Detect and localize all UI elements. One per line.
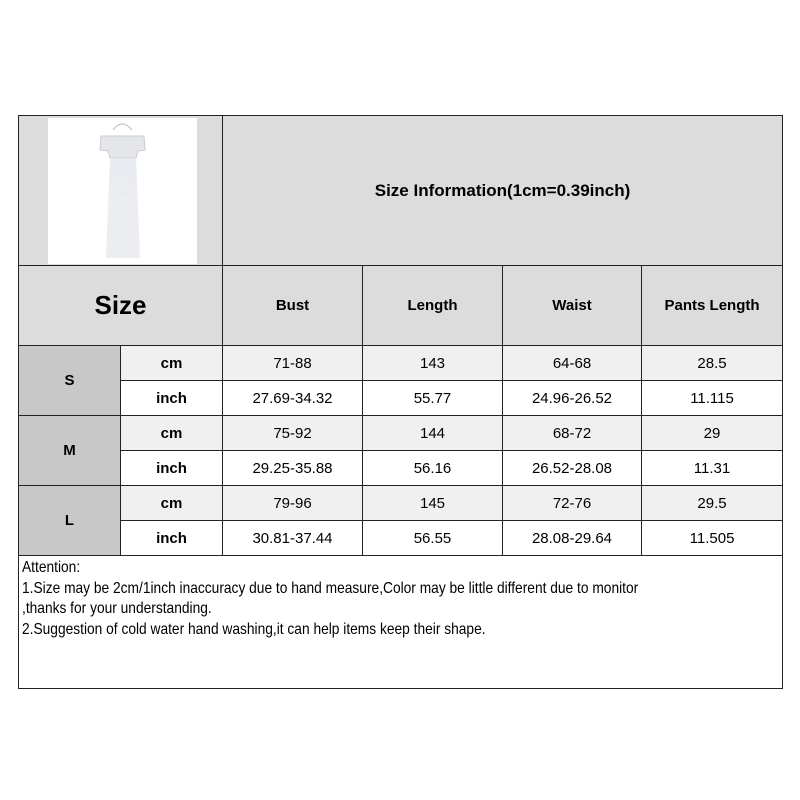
measurement-cell: 64-68	[502, 345, 642, 381]
measurement-cell: 24.96-26.52	[502, 380, 642, 416]
size-chart-table: Size Information(1cm=0.39inch) Size Bust…	[17, 115, 784, 689]
measurement-cell: 79-96	[222, 485, 363, 521]
measurement-cell: 55.77	[362, 380, 503, 416]
table-row: inch 27.69-34.32 55.77 24.96-26.52 11.115	[19, 380, 784, 416]
measurement-cell: 56.16	[362, 450, 503, 486]
chart-title: Size Information(1cm=0.39inch)	[221, 115, 784, 266]
unit-label: inch	[120, 450, 223, 486]
column-header-length: Length	[362, 265, 503, 346]
unit-label: cm	[120, 415, 223, 451]
measurement-cell: 11.115	[640, 380, 784, 416]
measurement-cell: 28.5	[640, 345, 784, 381]
measurement-cell: 144	[362, 415, 503, 451]
column-header-waist: Waist	[502, 265, 642, 346]
unit-label: inch	[120, 380, 223, 416]
size-header: Size	[18, 265, 223, 346]
attention-title: Attention:	[22, 559, 81, 576]
column-header-bust: Bust	[222, 265, 363, 346]
measurement-cell: 29	[640, 415, 784, 451]
measurement-cell: 28.08-29.64	[502, 520, 642, 556]
measurement-cell: 11.31	[640, 450, 784, 486]
dress-icon	[99, 123, 146, 258]
size-label: S	[18, 345, 121, 416]
product-image-cell	[18, 115, 223, 266]
measurement-cell: 75-92	[222, 415, 363, 451]
measurement-cell: 27.69-34.32	[222, 380, 363, 416]
attention-line: 1.Size may be 2cm/1inch inaccuracy due t…	[22, 579, 639, 597]
unit-label: inch	[120, 520, 223, 556]
unit-label: cm	[120, 485, 223, 521]
measurement-cell: 71-88	[222, 345, 363, 381]
attention-line: ,thanks for your understanding.	[22, 600, 212, 617]
table-row: inch 30.81-37.44 56.55 28.08-29.64 11.505	[19, 520, 784, 556]
measurement-cell: 56.55	[362, 520, 503, 556]
measurement-cell: 29.5	[640, 485, 784, 521]
measurement-cell: 68-72	[502, 415, 642, 451]
measurement-cell: 30.81-37.44	[222, 520, 363, 556]
column-header-pants-length: Pants Length	[640, 265, 784, 346]
attention-line: 2.Suggestion of cold water hand washing,…	[22, 620, 486, 638]
unit-label: cm	[120, 345, 223, 381]
measurement-cell: 143	[362, 345, 503, 381]
measurement-cell: 72-76	[502, 485, 642, 521]
size-label: M	[18, 415, 121, 486]
size-label: L	[18, 485, 121, 556]
measurement-cell: 26.52-28.08	[502, 450, 642, 486]
table-row: inch 29.25-35.88 56.16 26.52-28.08 11.31	[19, 450, 784, 486]
measurement-cell: 11.505	[640, 520, 784, 556]
measurement-cell: 145	[362, 485, 503, 521]
attention-notes: Attention: 1.Size may be 2cm/1inch inacc…	[17, 555, 784, 689]
product-image	[48, 118, 197, 264]
measurement-cell: 29.25-35.88	[222, 450, 363, 486]
